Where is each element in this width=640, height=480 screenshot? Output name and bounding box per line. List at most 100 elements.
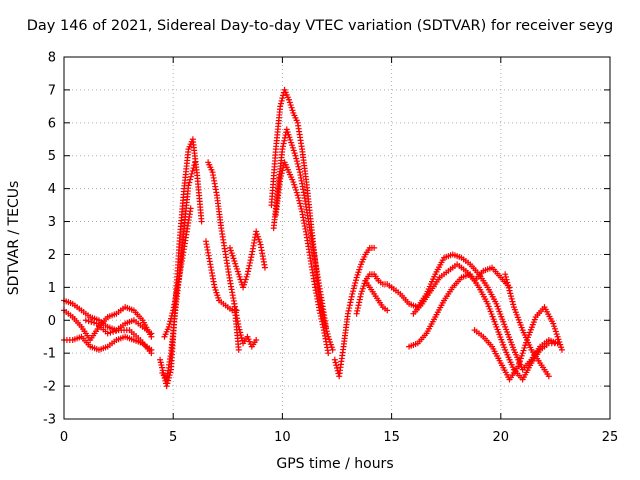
data-point	[192, 159, 199, 166]
data-point	[355, 302, 362, 309]
data-point	[240, 281, 247, 288]
data-point	[85, 318, 92, 325]
data-point	[515, 363, 522, 370]
data-point	[215, 294, 222, 301]
data-point	[320, 324, 327, 331]
data-point	[297, 203, 304, 210]
data-point	[277, 175, 284, 182]
data-point	[190, 165, 197, 172]
data-point	[279, 167, 286, 174]
data-point	[91, 319, 98, 326]
data-point	[166, 321, 173, 328]
data-series	[82, 317, 155, 357]
data-point	[384, 307, 391, 314]
data-point	[234, 268, 241, 275]
data-point	[292, 152, 299, 159]
data-point	[292, 186, 299, 193]
data-point	[281, 137, 288, 144]
data-point	[351, 282, 358, 289]
data-point	[350, 285, 357, 292]
data-point	[519, 350, 526, 357]
data-point	[346, 305, 353, 312]
data-point	[506, 287, 513, 294]
data-point	[348, 293, 355, 300]
data-point	[232, 260, 239, 267]
y-tick-label: -1	[43, 347, 56, 362]
y-tick-label: 6	[48, 116, 56, 131]
data-point	[277, 100, 284, 107]
data-point	[158, 362, 165, 369]
y-tick-label: -3	[43, 413, 56, 428]
data-point	[240, 284, 247, 291]
data-point	[333, 362, 340, 369]
data-series	[406, 271, 561, 383]
data-point	[188, 170, 195, 177]
data-point	[246, 262, 253, 269]
data-point	[503, 276, 510, 283]
data-point	[296, 200, 303, 207]
data-point	[295, 194, 302, 201]
data-point	[236, 273, 243, 280]
data-point	[278, 97, 285, 104]
data-point	[319, 321, 326, 328]
data-series	[331, 244, 378, 380]
y-tick-label: 4	[48, 182, 56, 197]
data-point	[287, 102, 294, 109]
y-tick-label: 5	[48, 149, 56, 164]
data-point	[229, 252, 236, 259]
data-point	[253, 228, 260, 235]
data-point	[558, 344, 565, 351]
data-point	[167, 318, 174, 325]
data-point	[352, 277, 359, 284]
data-series	[202, 238, 240, 314]
data-series	[270, 126, 330, 330]
data-point	[331, 356, 338, 363]
data-point	[553, 331, 560, 338]
x-axis-label: GPS time / hours	[276, 456, 394, 472]
data-point	[235, 271, 242, 278]
plot-frame	[63, 56, 611, 420]
data-point	[163, 383, 170, 390]
data-point	[212, 286, 219, 293]
data-point	[279, 95, 286, 102]
axis-ticks: 0 5 10 15 20 25 -3 -2 -1 0 1 2 3 4 5 6 7 8	[43, 51, 618, 446]
x-tick-label: 25	[602, 430, 619, 445]
data-point	[242, 276, 249, 283]
x-tick-label: 5	[169, 430, 177, 445]
data-point	[256, 238, 263, 245]
data-point	[235, 346, 242, 353]
data-point	[287, 136, 294, 143]
data-point	[520, 347, 527, 354]
data-point	[231, 258, 238, 265]
data-point	[226, 244, 233, 251]
data-point	[296, 166, 303, 173]
data-series	[231, 300, 260, 350]
data-point	[253, 337, 260, 344]
data-point	[254, 231, 261, 238]
data-point	[518, 352, 525, 359]
data-point	[286, 134, 293, 141]
y-tick-label: 1	[48, 281, 56, 296]
data-series	[159, 159, 199, 383]
data-point	[248, 254, 255, 261]
data-point	[191, 162, 198, 169]
data-point	[294, 192, 301, 199]
data-point	[551, 323, 558, 330]
y-tick-label: 3	[48, 215, 56, 230]
data-point	[279, 146, 286, 153]
data-point	[347, 299, 354, 306]
y-tick-label: -2	[43, 380, 56, 395]
data-point	[289, 107, 296, 114]
data-point	[278, 170, 285, 177]
data-point	[164, 380, 171, 387]
data-point	[334, 364, 340, 371]
x-tick-label: 20	[493, 430, 510, 445]
data-point	[359, 285, 366, 292]
data-series	[161, 205, 194, 340]
data-point	[554, 333, 561, 340]
data-point	[344, 310, 351, 317]
data-point	[360, 283, 367, 290]
data-point	[289, 144, 296, 151]
data-series	[61, 297, 155, 337]
data-point	[349, 290, 356, 297]
